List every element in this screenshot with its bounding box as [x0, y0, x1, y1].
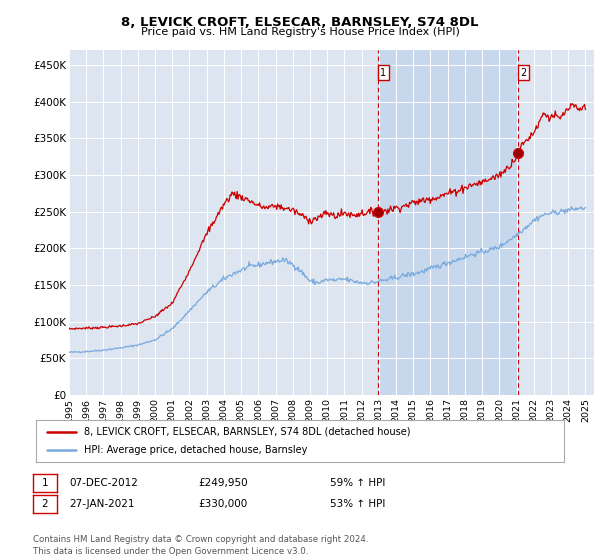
Text: Contains HM Land Registry data © Crown copyright and database right 2024.
This d: Contains HM Land Registry data © Crown c…: [33, 535, 368, 556]
Text: HPI: Average price, detached house, Barnsley: HPI: Average price, detached house, Barn…: [83, 445, 307, 455]
Text: 59% ↑ HPI: 59% ↑ HPI: [330, 478, 385, 488]
Text: 53% ↑ HPI: 53% ↑ HPI: [330, 499, 385, 509]
Text: 8, LEVICK CROFT, ELSECAR, BARNSLEY, S74 8DL (detached house): 8, LEVICK CROFT, ELSECAR, BARNSLEY, S74 …: [83, 427, 410, 437]
Text: £330,000: £330,000: [198, 499, 247, 509]
Text: £249,950: £249,950: [198, 478, 248, 488]
Text: 27-JAN-2021: 27-JAN-2021: [69, 499, 134, 509]
Text: 2: 2: [41, 499, 49, 509]
Bar: [377, 50, 518, 395]
Text: 2: 2: [520, 68, 527, 78]
Text: 07-DEC-2012: 07-DEC-2012: [69, 478, 138, 488]
Text: 1: 1: [380, 68, 386, 78]
Text: 8, LEVICK CROFT, ELSECAR, BARNSLEY, S74 8DL: 8, LEVICK CROFT, ELSECAR, BARNSLEY, S74 …: [121, 16, 479, 29]
Text: Price paid vs. HM Land Registry's House Price Index (HPI): Price paid vs. HM Land Registry's House …: [140, 27, 460, 37]
Text: 1: 1: [41, 478, 49, 488]
